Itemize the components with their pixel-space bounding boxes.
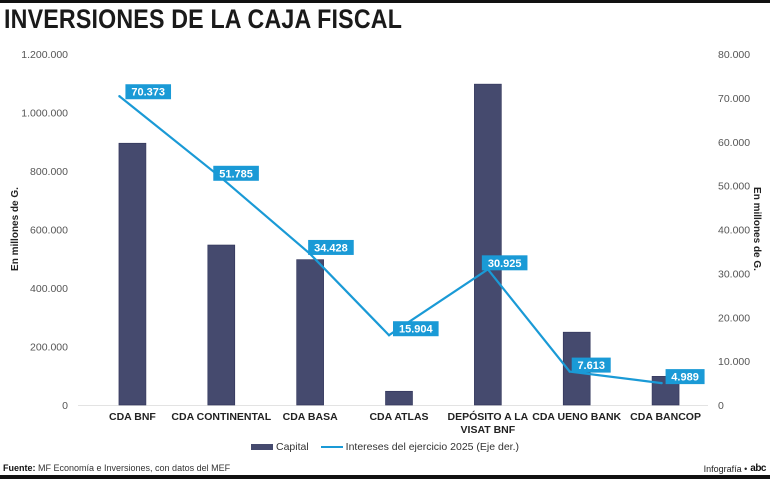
bar-capital [207,244,236,406]
legend: Capital Intereses del ejercicio 2025 (Ej… [0,441,770,453]
category-label: CDA BANCOP [630,411,701,423]
category-label: CDA CONTINENTAL [171,411,271,423]
category-labels: CDA BNF CDA CONTINENTAL CDA BASA CDA ATLAS D… [109,410,701,436]
legend-swatch-bar [250,444,273,450]
left-axis: 0 200.000 400.000 600.000 800.000 1.000.000 1.… [21,49,68,412]
source-label: Fuente: [3,463,36,473]
category-label: CDA UENO BANK [532,411,621,423]
y-tick-right: 80.000 [718,49,750,61]
category-label: CDA BASA [283,411,338,423]
y-tick-right: 50.000 [718,181,750,193]
category-label: VISAT BNF [461,424,516,436]
y-tick-left: 1.000.000 [21,108,68,120]
chart-title: INVERSIONES DE LA CAJA FISCAL [4,4,403,34]
credit: Infografía • abc [703,463,767,474]
line-point-intereses [118,95,121,98]
top-rule [0,0,770,3]
y-axis-title-left: En millones de G. [10,187,21,271]
data-label: 4.989 [671,372,699,384]
data-label: 7.613 [577,360,605,372]
y-tick-right: 30.000 [718,268,750,280]
data-label-box [481,255,528,271]
y-axis-title-right: En millones de G. [751,187,762,271]
abc-logo: abc [750,463,766,474]
data-label: 51.785 [219,168,253,180]
y-tick-right: 10.000 [718,356,750,368]
y-tick-right: 0 [718,400,724,412]
bars-series-capital [118,83,680,406]
data-label-box [393,321,439,337]
data-label: 30.925 [488,258,522,270]
category-label: DEPÓSITO A LA [447,410,528,423]
y-tick-left: 0 [62,400,68,412]
credit-text: Infografía • [703,463,748,474]
legend-swatch-line [320,446,343,448]
data-label-box [125,84,172,100]
y-tick-right: 60.000 [718,137,750,149]
data-label: 15.904 [399,324,434,336]
bar-capital [296,259,324,406]
line-point-intereses [568,370,571,373]
right-axis: 0 10.000 20.000 30.000 40.000 50.000 60.000 70.… [718,49,750,412]
data-labels: 70.373 51.785 34.428 15.904 30.925 7.613 4.989 [118,84,705,385]
data-label: 34.428 [314,242,348,254]
bar-capital [385,390,413,406]
category-label: CDA ATLAS [369,411,428,423]
y-tick-left: 600.000 [30,225,68,237]
bottom-rule [0,475,770,479]
data-label-box [213,165,259,181]
bar-capital [118,142,147,406]
legend-label-intereses: Intereses del ejercicio 2025 (Eje der.) [345,441,520,453]
category-label: CDA BNF [109,411,156,423]
line-point-intereses [387,334,391,337]
y-tick-right: 20.000 [718,312,750,324]
y-tick-left: 800.000 [30,166,68,178]
y-tick-right: 70.000 [718,93,750,105]
data-label: 70.373 [131,87,165,99]
legend-label-capital: Capital [275,441,309,453]
y-tick-left: 200.000 [30,342,68,354]
legend-item-capital: Capital [250,441,309,453]
y-tick-right: 40.000 [718,225,750,237]
source-text: MF Economía e Inversiones, con datos del… [35,463,231,473]
line-point-intereses [660,381,663,385]
y-tick-left: 1.200.000 [21,49,68,61]
bar-capital [474,83,502,406]
data-label-box [308,239,354,255]
legend-item-intereses: Intereses del ejercicio 2025 (Eje der.) [320,441,520,453]
data-label-box [665,369,705,385]
source-note: Fuente: MF Economía e Inversiones, con d… [3,463,230,473]
data-label-box [571,357,611,373]
y-tick-left: 400.000 [30,283,68,295]
